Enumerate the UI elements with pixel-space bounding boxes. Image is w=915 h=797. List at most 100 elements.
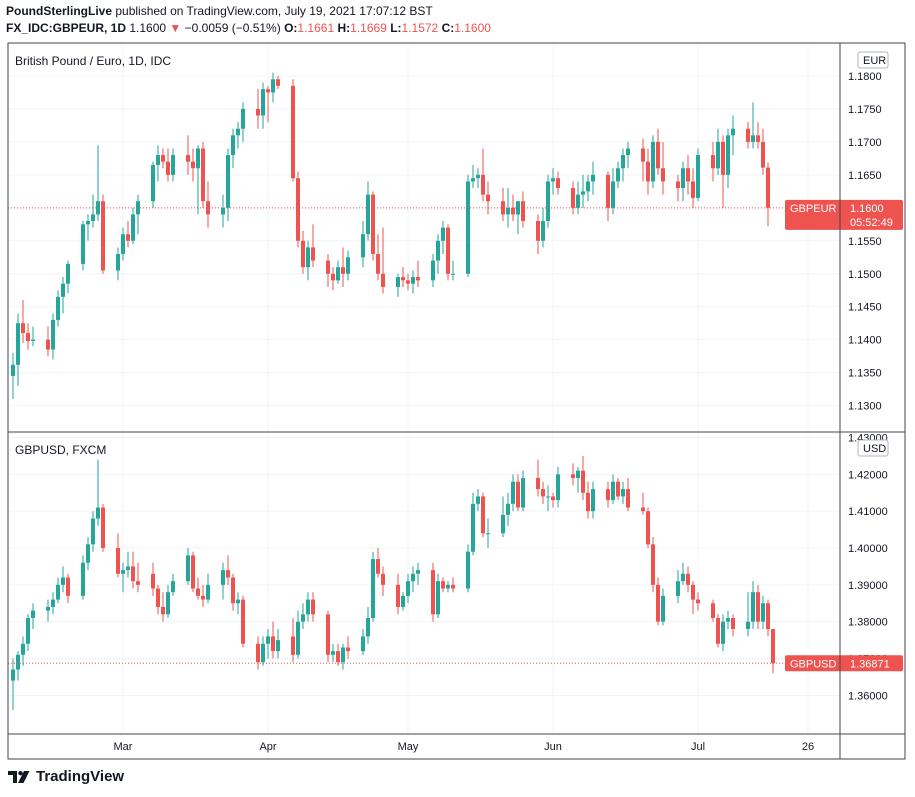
candle[interactable] <box>766 162 770 227</box>
candle[interactable] <box>126 221 130 248</box>
candle[interactable] <box>121 562 125 593</box>
candle[interactable] <box>61 277 65 314</box>
candle[interactable] <box>96 459 100 526</box>
candle[interactable] <box>171 148 175 182</box>
candle[interactable] <box>571 463 575 486</box>
candle[interactable] <box>486 518 490 549</box>
candle[interactable] <box>721 135 725 208</box>
candle[interactable] <box>446 581 450 593</box>
candle[interactable] <box>756 584 760 630</box>
candle[interactable] <box>481 492 485 537</box>
candle[interactable] <box>476 168 480 189</box>
candle[interactable] <box>711 141 715 182</box>
candle[interactable] <box>371 191 375 261</box>
candle[interactable] <box>226 555 230 585</box>
candle[interactable] <box>126 551 130 578</box>
candle[interactable] <box>476 489 480 512</box>
candle[interactable] <box>116 533 120 578</box>
candle[interactable] <box>56 290 60 327</box>
candle[interactable] <box>366 181 370 241</box>
candle[interactable] <box>311 224 315 268</box>
candle[interactable] <box>556 171 560 195</box>
candle[interactable] <box>331 643 335 663</box>
candle[interactable] <box>411 566 415 593</box>
candle[interactable] <box>166 584 170 618</box>
candle[interactable] <box>551 492 555 508</box>
candle[interactable] <box>371 551 375 622</box>
candle[interactable] <box>136 562 140 593</box>
candle[interactable] <box>396 573 400 615</box>
candle[interactable] <box>501 496 505 537</box>
candle[interactable] <box>411 270 415 294</box>
candle[interactable] <box>541 481 545 504</box>
candle[interactable] <box>206 181 210 228</box>
candle[interactable] <box>161 592 165 622</box>
candle[interactable] <box>306 240 310 281</box>
candle[interactable] <box>661 588 665 626</box>
candle[interactable] <box>691 581 695 615</box>
currency-badge[interactable] <box>857 439 889 457</box>
candle[interactable] <box>676 570 680 604</box>
candle[interactable] <box>296 171 300 248</box>
candle[interactable] <box>436 573 440 618</box>
candle[interactable] <box>16 313 20 386</box>
candle[interactable] <box>546 174 550 228</box>
candle[interactable] <box>301 603 305 630</box>
candle[interactable] <box>136 194 140 235</box>
candle[interactable] <box>96 145 100 222</box>
candle[interactable] <box>66 573 70 604</box>
candle[interactable] <box>296 610 300 659</box>
candle[interactable] <box>761 128 765 175</box>
candle[interactable] <box>516 474 520 512</box>
candle[interactable] <box>756 122 760 149</box>
candle[interactable] <box>101 503 105 552</box>
candle[interactable] <box>121 227 125 261</box>
candle[interactable] <box>436 234 440 274</box>
candle[interactable] <box>746 592 750 637</box>
last-price-tag[interactable] <box>785 655 903 672</box>
candle[interactable] <box>56 577 60 604</box>
candle[interactable] <box>131 207 135 245</box>
candle[interactable] <box>681 562 685 585</box>
candle[interactable] <box>751 581 755 630</box>
candle[interactable] <box>221 562 225 600</box>
candle[interactable] <box>766 599 770 637</box>
candle[interactable] <box>376 548 380 578</box>
candle[interactable] <box>646 507 650 549</box>
candle[interactable] <box>131 551 135 589</box>
candle[interactable] <box>31 326 35 347</box>
candle[interactable] <box>731 115 735 156</box>
candle[interactable] <box>401 267 405 287</box>
candle[interactable] <box>166 148 170 182</box>
currency-badge[interactable] <box>857 51 889 69</box>
candle[interactable] <box>506 492 510 526</box>
candle[interactable] <box>156 145 160 182</box>
candle[interactable] <box>416 562 420 585</box>
candle[interactable] <box>151 161 155 208</box>
candle[interactable] <box>46 326 50 357</box>
candle[interactable] <box>291 79 295 182</box>
candle[interactable] <box>696 148 700 202</box>
candle[interactable] <box>571 181 575 215</box>
candle[interactable] <box>256 636 260 670</box>
candle[interactable] <box>276 75 280 90</box>
candle[interactable] <box>446 224 450 281</box>
candle[interactable] <box>716 614 720 648</box>
candle[interactable] <box>196 577 200 600</box>
candle[interactable] <box>586 481 590 519</box>
candle[interactable] <box>716 128 720 175</box>
candle[interactable] <box>521 470 525 512</box>
candle[interactable] <box>721 614 725 652</box>
candle[interactable] <box>481 148 485 202</box>
candle[interactable] <box>616 478 620 501</box>
candle[interactable] <box>341 643 345 670</box>
candle[interactable] <box>366 606 370 644</box>
candle[interactable] <box>761 595 765 630</box>
candle[interactable] <box>466 174 470 278</box>
candle[interactable] <box>271 72 275 103</box>
candle[interactable] <box>406 573 410 604</box>
candle[interactable] <box>536 459 540 497</box>
candle[interactable] <box>336 643 340 666</box>
candle[interactable] <box>86 536 90 571</box>
